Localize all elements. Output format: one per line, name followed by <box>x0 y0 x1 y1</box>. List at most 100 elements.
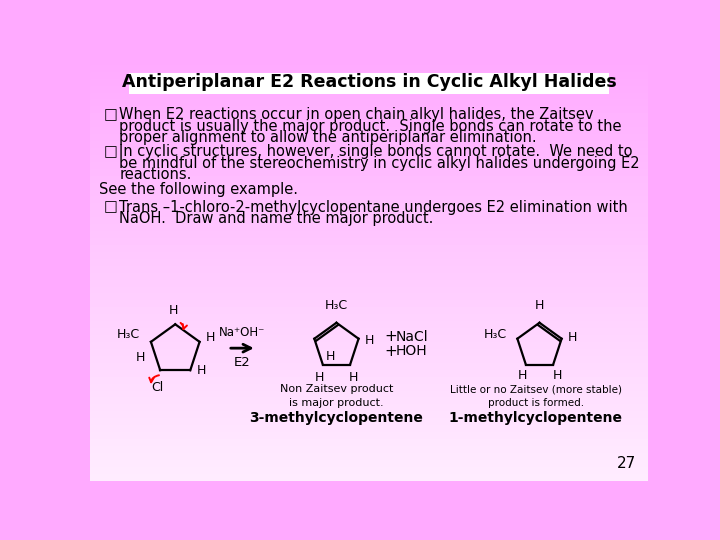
Text: Antiperiplanar E2 Reactions in Cyclic Alkyl Halides: Antiperiplanar E2 Reactions in Cyclic Al… <box>122 73 616 91</box>
Bar <box>90 120 648 127</box>
Text: 1-methylcyclopentene: 1-methylcyclopentene <box>449 411 623 426</box>
Bar <box>90 190 648 197</box>
Bar <box>90 204 648 210</box>
Bar <box>90 342 648 349</box>
Bar <box>90 287 648 294</box>
Bar <box>90 453 648 460</box>
Text: +: + <box>384 329 397 344</box>
Text: H: H <box>518 369 528 382</box>
Bar <box>90 280 648 287</box>
Bar <box>90 300 648 307</box>
Bar <box>90 85 648 92</box>
Bar <box>90 224 648 231</box>
Text: H₃C: H₃C <box>117 328 140 341</box>
Bar <box>90 211 648 217</box>
Bar <box>90 266 648 273</box>
Bar <box>90 99 648 106</box>
Bar <box>90 148 648 155</box>
Text: product is usually the major product.  Single bonds can rotate to the: product is usually the major product. Si… <box>120 119 622 134</box>
Text: H: H <box>315 370 325 384</box>
Bar <box>90 127 648 134</box>
Bar <box>90 252 648 259</box>
Text: □: □ <box>104 200 118 214</box>
Bar <box>90 217 648 224</box>
Bar <box>129 72 609 94</box>
Text: H: H <box>325 350 335 363</box>
Bar <box>90 439 648 446</box>
Text: H: H <box>197 364 206 377</box>
Bar <box>90 474 648 481</box>
Text: Na⁺OH⁻: Na⁺OH⁻ <box>219 326 265 339</box>
Bar <box>90 363 648 370</box>
Text: +: + <box>384 344 397 359</box>
Bar <box>90 460 648 467</box>
Bar <box>90 273 648 280</box>
Bar <box>90 349 648 356</box>
Text: H₃C: H₃C <box>483 328 507 341</box>
Text: proper alignment to allow the antiperiplanar elimination.: proper alignment to allow the antiperipl… <box>120 130 537 145</box>
Text: NaCl: NaCl <box>395 329 428 343</box>
Bar <box>90 467 648 474</box>
Bar <box>90 176 648 183</box>
Text: In cyclic structures, however, single bonds cannot rotate.  We need to: In cyclic structures, however, single bo… <box>120 144 633 159</box>
Bar <box>90 432 648 439</box>
Bar <box>90 231 648 238</box>
Bar <box>90 162 648 168</box>
Bar <box>90 155 648 162</box>
Bar <box>90 370 648 377</box>
Bar <box>90 72 648 79</box>
Bar <box>90 106 648 113</box>
Text: H: H <box>169 303 179 316</box>
Bar <box>90 259 648 266</box>
Bar <box>90 377 648 383</box>
Bar <box>90 113 648 120</box>
Bar <box>90 197 648 204</box>
Bar <box>90 425 648 432</box>
Text: Non Zaitsev product
is major product.: Non Zaitsev product is major product. <box>280 384 393 408</box>
Text: NaOH.  Draw and name the major product.: NaOH. Draw and name the major product. <box>120 211 434 226</box>
Bar <box>90 245 648 252</box>
Text: □: □ <box>104 107 118 122</box>
Text: be mindful of the stereochemistry in cyclic alkyl halides undergoing E2: be mindful of the stereochemistry in cyc… <box>120 156 640 171</box>
Text: Cl: Cl <box>151 381 163 394</box>
Text: reactions.: reactions. <box>120 167 192 182</box>
Text: H: H <box>365 334 374 347</box>
Bar <box>90 335 648 342</box>
Text: H₃C: H₃C <box>325 299 348 312</box>
Bar <box>90 65 648 72</box>
Bar <box>90 314 648 321</box>
Bar <box>90 238 648 245</box>
Bar <box>90 383 648 390</box>
Bar <box>90 446 648 453</box>
Text: H: H <box>535 299 544 312</box>
Text: H: H <box>348 370 358 384</box>
FancyArrowPatch shape <box>181 323 187 329</box>
Bar <box>90 397 648 404</box>
Text: 3-methylcyclopentene: 3-methylcyclopentene <box>250 411 423 426</box>
Bar <box>90 418 648 425</box>
Bar <box>90 390 648 397</box>
Text: H: H <box>206 330 215 344</box>
Bar <box>90 328 648 335</box>
Text: E2: E2 <box>233 356 251 369</box>
Bar <box>90 307 648 314</box>
Text: See the following example.: See the following example. <box>99 182 298 197</box>
Text: When E2 reactions occur in open chain alkyl halides, the Zaitsev: When E2 reactions occur in open chain al… <box>120 107 594 122</box>
FancyArrowPatch shape <box>149 375 159 382</box>
Text: H: H <box>568 330 577 343</box>
Text: Trans –1-chloro-2-methylcyclopentane undergoes E2 elimination with: Trans –1-chloro-2-methylcyclopentane und… <box>120 200 628 214</box>
Text: HOH: HOH <box>395 344 427 358</box>
Bar <box>90 294 648 300</box>
Bar <box>90 141 648 148</box>
Bar <box>90 356 648 363</box>
Bar <box>90 183 648 190</box>
Text: H: H <box>135 351 145 364</box>
Text: 27: 27 <box>617 456 636 471</box>
Bar <box>90 92 648 99</box>
Bar <box>90 321 648 328</box>
Bar <box>90 404 648 411</box>
Text: Little or no Zaitsev (more stable)
product is formed.: Little or no Zaitsev (more stable) produ… <box>449 384 621 408</box>
Text: □: □ <box>104 144 118 159</box>
Bar <box>90 79 648 85</box>
Bar <box>90 168 648 176</box>
